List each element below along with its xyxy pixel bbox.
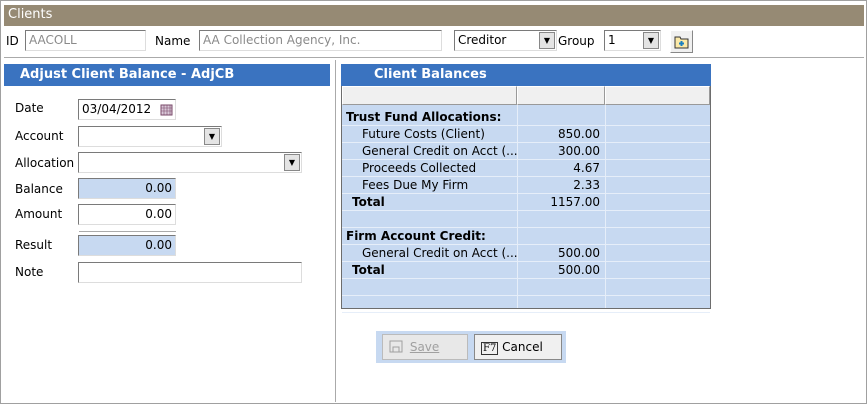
- balance-row-label: Fees Due My Firm: [362, 178, 469, 192]
- balance-row-value: 4.67: [573, 161, 600, 175]
- result-divider: [79, 231, 176, 233]
- result-field: 0.00: [78, 235, 176, 256]
- balance-row-value: 500.00: [558, 246, 600, 260]
- floppy-disk-icon: [389, 340, 403, 353]
- client-balances-title: Client Balances: [341, 64, 711, 86]
- balance-row: General Credit on Acct (... 300.00: [342, 143, 710, 160]
- add-folder-icon: [674, 36, 689, 49]
- type-value: Creditor: [458, 33, 507, 47]
- balance-row: Total 500.00: [342, 262, 710, 279]
- cancel-label: Cancel: [502, 340, 543, 354]
- id-field[interactable]: AACOLL: [25, 30, 146, 51]
- balance-row-label: Total: [352, 195, 385, 209]
- note-field[interactable]: [78, 262, 302, 283]
- save-label: Save: [409, 340, 440, 354]
- balance-row-label: General Credit on Acct (...: [362, 144, 518, 158]
- name-field[interactable]: AA Collection Agency, Inc.: [199, 30, 442, 51]
- result-label: Result: [15, 238, 53, 252]
- balance-row-value: 850.00: [558, 127, 600, 141]
- calendar-icon[interactable]: [160, 103, 173, 116]
- balance-row-value: 2.33: [573, 178, 600, 192]
- save-button[interactable]: Save: [382, 334, 468, 360]
- allocation-label: Allocation: [15, 156, 75, 170]
- chevron-down-icon[interactable]: ▼: [284, 154, 300, 171]
- client-balances-table: Trust Fund Allocations: Future Costs (Cli…: [341, 86, 711, 313]
- window-title: Clients: [4, 5, 864, 26]
- balance-row-label: General Credit on Acct (...: [362, 246, 518, 260]
- chevron-down-icon[interactable]: ▼: [539, 32, 555, 49]
- balance-row-label: Firm Account Credit:: [346, 229, 486, 243]
- balance-row-label: Trust Fund Allocations:: [346, 110, 502, 124]
- adjust-panel-title: Adjust Client Balance - AdjCB: [4, 64, 330, 86]
- balance-row-label: Total: [352, 263, 385, 277]
- balance-row: [342, 211, 710, 228]
- allocation-select[interactable]: ▼: [78, 152, 302, 173]
- chevron-down-icon[interactable]: ▼: [204, 128, 220, 145]
- type-select[interactable]: Creditor ▼: [454, 30, 557, 51]
- group-select[interactable]: 1 ▼: [604, 30, 661, 51]
- balance-row-label: Future Costs (Client): [362, 127, 485, 141]
- balance-row-value: 300.00: [558, 144, 600, 158]
- group-value: 1: [608, 33, 616, 47]
- account-label: Account: [15, 129, 64, 143]
- balance-row: Trust Fund Allocations:: [342, 109, 710, 126]
- balance-row: [342, 296, 710, 313]
- group-label: Group: [558, 34, 595, 48]
- chevron-down-icon[interactable]: ▼: [643, 32, 659, 49]
- balance-row: Future Costs (Client) 850.00: [342, 126, 710, 143]
- f7-key-icon: F7: [481, 342, 499, 355]
- header-divider: [4, 57, 864, 59]
- balance-row: Firm Account Credit:: [342, 228, 710, 245]
- column-header[interactable]: [517, 86, 605, 105]
- balance-row: [342, 279, 710, 296]
- cancel-button[interactable]: F7 Cancel: [474, 334, 562, 360]
- column-header[interactable]: [605, 86, 710, 105]
- balance-row: General Credit on Acct (... 500.00: [342, 245, 710, 262]
- balance-row-value: 1157.00: [550, 195, 600, 209]
- panel-divider: [335, 60, 337, 402]
- balance-row: Fees Due My Firm 2.33: [342, 177, 710, 194]
- date-field[interactable]: 03/04/2012: [78, 99, 176, 120]
- balance-row: Total 1157.00: [342, 194, 710, 211]
- date-value: 03/04/2012: [82, 102, 152, 116]
- column-header[interactable]: [342, 86, 517, 105]
- balance-row: Proceeds Collected 4.67: [342, 160, 710, 177]
- balance-label: Balance: [15, 182, 63, 196]
- button-bar: Save F7 Cancel: [376, 331, 566, 363]
- name-label: Name: [155, 34, 191, 48]
- add-folder-button[interactable]: [670, 30, 693, 53]
- account-select[interactable]: ▼: [78, 126, 222, 147]
- balance-field: 0.00: [78, 178, 176, 199]
- note-label: Note: [15, 265, 44, 279]
- amount-field[interactable]: 0.00: [78, 204, 176, 225]
- id-label: ID: [6, 34, 19, 48]
- amount-label: Amount: [15, 207, 63, 221]
- balance-row-value: 500.00: [558, 263, 600, 277]
- date-label: Date: [15, 101, 44, 115]
- balance-row-label: Proceeds Collected: [362, 161, 477, 175]
